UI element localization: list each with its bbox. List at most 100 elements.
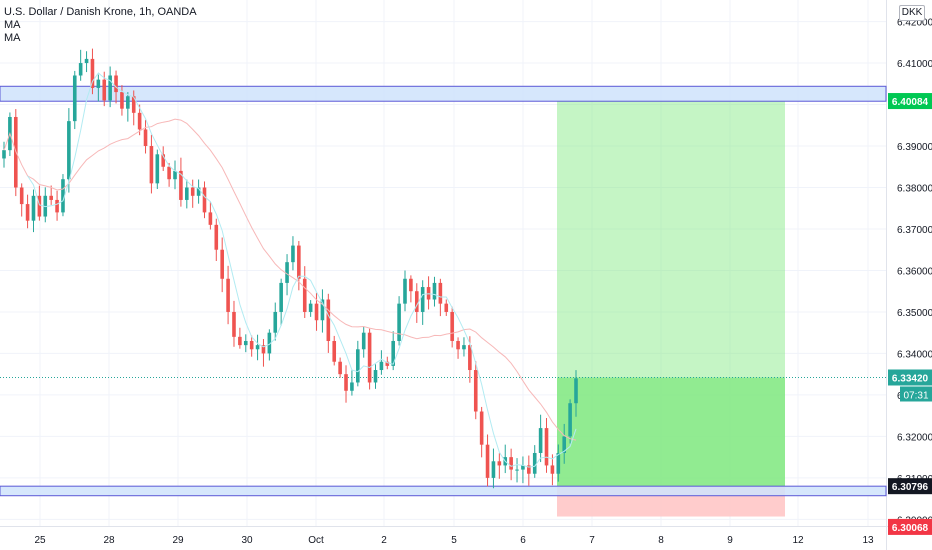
candle-body: [302, 278, 307, 312]
ma-fast-line: [27, 72, 577, 468]
candle-body: [143, 129, 148, 147]
candle-body: [185, 187, 189, 200]
x-tick-label: 30: [241, 535, 253, 546]
candle-body: [403, 278, 407, 304]
stop-price-label: 6.30068: [892, 523, 929, 534]
candle-body: [308, 303, 313, 312]
candle-body: [438, 282, 443, 304]
profit-zone-filled: [557, 377, 785, 487]
candle-body: [550, 465, 555, 474]
candle-body: [397, 303, 401, 341]
candle-body: [562, 436, 567, 453]
candle-body: [102, 79, 107, 101]
candle-body: [273, 311, 278, 333]
x-tick-label: 5: [451, 535, 457, 546]
x-tick-label: Oct: [308, 535, 324, 546]
candle-body: [137, 112, 142, 130]
candle-body: [96, 79, 101, 88]
candle-body: [72, 75, 77, 122]
y-tick-label: 6.38000: [897, 184, 932, 195]
candle-body: [220, 249, 224, 279]
candle-body: [2, 150, 6, 159]
candle-body: [243, 340, 248, 346]
candle-body: [214, 224, 219, 250]
candle-body: [267, 332, 272, 354]
candle-body: [409, 278, 413, 292]
x-tick-label: 2: [381, 535, 387, 546]
candle-body: [479, 411, 484, 445]
candle-body: [25, 204, 30, 221]
candle-body: [31, 195, 36, 221]
candle-body: [202, 187, 207, 213]
candle-body: [379, 361, 384, 371]
ma-indicator-2[interactable]: MA: [4, 32, 21, 44]
stop-price-label-bg: [888, 518, 932, 535]
candle-body: [320, 299, 325, 321]
candle-body: [532, 452, 537, 474]
candle-body: [491, 461, 496, 478]
candle-body: [238, 336, 242, 346]
candle-body: [173, 170, 177, 180]
chart-legend: U.S. Dollar / Danish Krone, 1h, OANDA MA…: [4, 6, 197, 45]
y-tick-label: 6.34000: [897, 349, 932, 360]
candle-body: [55, 199, 59, 213]
candle-body: [344, 374, 348, 391]
candle-body: [279, 282, 283, 312]
candle-body: [261, 345, 266, 354]
candle-body: [456, 340, 460, 350]
candle-body: [155, 154, 160, 184]
candle-body: [332, 340, 337, 362]
candle-body: [515, 469, 519, 471]
candle-body: [232, 311, 236, 337]
y-tick-label: 6.37000: [897, 225, 932, 236]
candle-body: [19, 187, 24, 205]
candle-body: [161, 154, 166, 167]
candle-body: [314, 303, 319, 321]
candle-body: [538, 428, 543, 453]
countdown-bg: [900, 386, 932, 402]
symbol-title[interactable]: U.S. Dollar / Danish Krone, 1h, OANDA: [4, 6, 197, 18]
support-price-label-bg: [888, 478, 932, 495]
candle-body: [108, 75, 112, 101]
candle-body: [462, 345, 466, 350]
candle-body: [444, 303, 449, 312]
candle-body: [473, 370, 478, 412]
candle-body: [367, 332, 372, 383]
candle-body: [373, 370, 378, 383]
candle-body: [385, 361, 390, 366]
target-price-label: 6.40084: [892, 97, 929, 108]
candle-body: [120, 92, 124, 109]
ma-slow-line: [3, 118, 577, 441]
candle-body: [179, 170, 183, 200]
candle-body: [61, 179, 65, 213]
y-tick-label: 6.36000: [897, 266, 932, 277]
candle-body: [208, 212, 213, 225]
x-tick-label: 29: [172, 535, 184, 546]
x-tick-label: 12: [792, 535, 804, 546]
x-tick-label: 8: [658, 535, 664, 546]
candle-body: [361, 332, 366, 350]
x-tick-label: 25: [34, 535, 46, 546]
candle-body: [167, 166, 171, 180]
profit-zone-upper: [557, 101, 785, 378]
candle-body: [521, 465, 525, 470]
x-tick-label: 9: [727, 535, 733, 546]
candle-body: [255, 345, 260, 350]
x-tick-label: 13: [862, 535, 874, 546]
currency-badge[interactable]: DKK: [899, 5, 925, 21]
y-tick-label: 6.35000: [897, 308, 932, 319]
candle-body: [574, 378, 578, 404]
ma-indicator-1[interactable]: MA: [4, 19, 21, 31]
support-price-label: 6.30796: [892, 482, 929, 493]
candle-body: [414, 291, 419, 312]
candle-body: [527, 465, 531, 474]
candle-body: [497, 461, 502, 466]
candle-body: [556, 452, 561, 474]
candle-body: [285, 262, 289, 283]
x-tick-label: 28: [103, 535, 115, 546]
last-price-label-bg: [888, 369, 932, 386]
candle-body: [356, 349, 360, 383]
y-tick-label: 6.41000: [897, 59, 932, 70]
